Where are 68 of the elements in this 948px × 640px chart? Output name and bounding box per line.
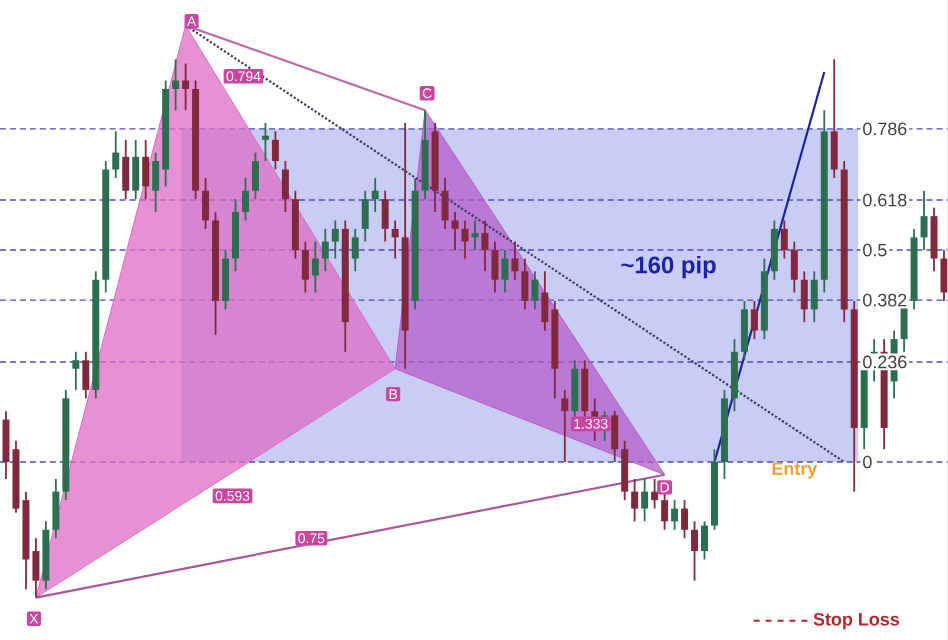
candlestick xyxy=(930,206,938,273)
y-tick-label: 0.382 xyxy=(863,293,907,307)
candlestick xyxy=(311,240,319,294)
candlestick xyxy=(641,478,649,523)
candlestick xyxy=(920,189,928,251)
candlestick xyxy=(381,189,389,243)
candlestick xyxy=(571,359,579,421)
candlestick xyxy=(581,359,589,421)
candlestick xyxy=(72,350,80,391)
y-tick-label: 0.618 xyxy=(863,193,907,207)
candlestick xyxy=(112,130,120,179)
legend-label: Stop Loss xyxy=(813,612,899,630)
y-tick-label: 0.786 xyxy=(863,122,907,136)
candlestick xyxy=(232,198,239,273)
y-tick-label: 0 xyxy=(863,455,872,469)
candlestick xyxy=(261,122,269,162)
candlestick xyxy=(321,227,329,273)
candlestick xyxy=(790,240,798,294)
candlestick xyxy=(361,189,369,243)
candlestick xyxy=(251,151,259,201)
candlestick xyxy=(531,270,539,311)
candlestick xyxy=(271,130,279,171)
candlestick xyxy=(351,227,359,273)
candlestick xyxy=(810,270,818,324)
candlestick xyxy=(780,219,788,260)
candlestick xyxy=(281,160,289,213)
candlestick xyxy=(770,219,778,281)
candlestick xyxy=(521,257,529,311)
candlestick xyxy=(681,499,689,540)
candlestick xyxy=(621,439,629,502)
candlestick xyxy=(441,177,449,230)
candlestick xyxy=(730,338,738,413)
candlestick xyxy=(82,350,90,400)
candlestick xyxy=(142,138,150,201)
annotation: Entry xyxy=(772,462,818,479)
candlestick xyxy=(391,219,399,260)
candlestick xyxy=(661,490,669,531)
candlestick xyxy=(800,270,808,324)
candlestick xyxy=(481,219,489,273)
candlestick xyxy=(241,177,249,222)
annotation: ~160 pip xyxy=(621,255,716,279)
candlestick xyxy=(331,219,339,260)
y-tick-label: 0.5 xyxy=(863,243,887,257)
candlestick xyxy=(651,478,659,510)
candlestick xyxy=(202,177,210,230)
candlestick xyxy=(631,478,639,523)
candlestick xyxy=(172,58,180,112)
candlestick xyxy=(52,478,60,540)
candlestick xyxy=(371,177,379,213)
candlestick xyxy=(561,389,569,463)
candlestick xyxy=(830,58,838,179)
candlestick xyxy=(740,300,748,362)
candlestick xyxy=(511,240,519,281)
candlestick xyxy=(671,499,679,531)
candlestick xyxy=(701,520,708,561)
candlestick xyxy=(122,138,130,201)
candlestick xyxy=(501,249,509,294)
candlestick xyxy=(222,249,230,311)
y-tick-label: 0.236 xyxy=(863,355,907,369)
candlestick xyxy=(461,219,469,260)
candlestick xyxy=(301,240,309,294)
candlestick xyxy=(691,520,699,582)
candlestick xyxy=(611,410,619,463)
candlestick xyxy=(491,240,499,294)
candlestick xyxy=(750,300,758,340)
candlestick xyxy=(132,138,140,201)
candlestick xyxy=(451,211,459,251)
candlestick xyxy=(182,62,190,112)
